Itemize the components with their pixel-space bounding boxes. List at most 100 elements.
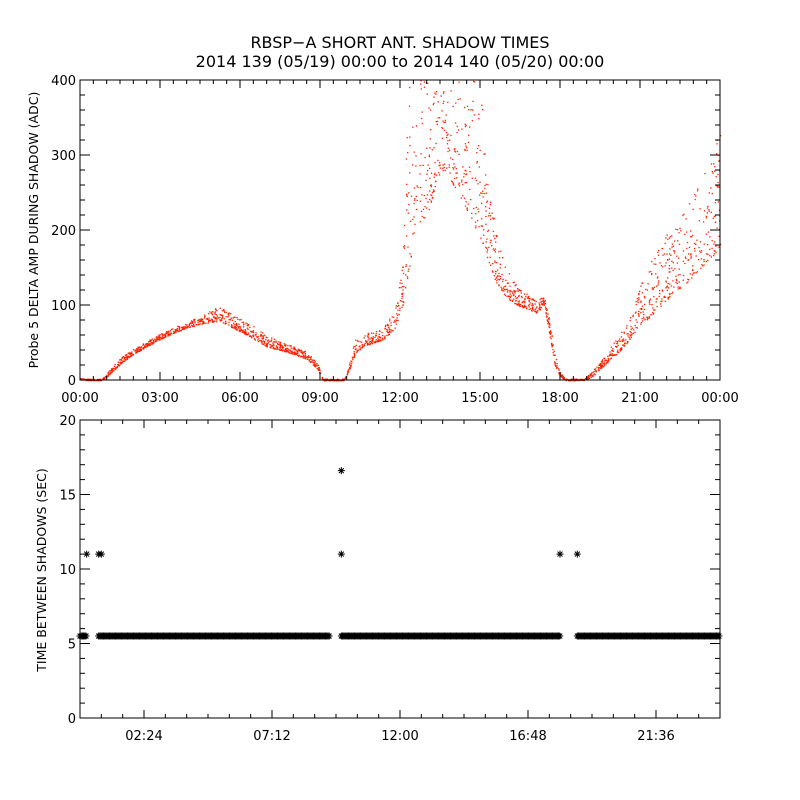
amp-point bbox=[543, 301, 545, 303]
amp-point bbox=[229, 313, 232, 315]
amp-point bbox=[480, 218, 483, 220]
amp-point bbox=[420, 210, 423, 213]
amp-point bbox=[421, 117, 423, 120]
amp-point bbox=[664, 300, 667, 303]
amp-point bbox=[508, 295, 510, 298]
amp-point bbox=[285, 344, 287, 346]
amp-point bbox=[475, 225, 477, 227]
amp-point bbox=[366, 341, 368, 344]
amp-point bbox=[649, 303, 651, 306]
amp-point bbox=[165, 332, 167, 334]
amp-point bbox=[469, 198, 472, 201]
amp-point bbox=[476, 160, 478, 163]
amp-point bbox=[161, 336, 164, 338]
amp-point bbox=[712, 254, 715, 257]
amp-point bbox=[652, 288, 654, 291]
amp-point bbox=[532, 299, 535, 301]
amp-point bbox=[373, 341, 375, 344]
amp-point bbox=[396, 317, 398, 319]
amp-point bbox=[435, 180, 437, 182]
amp-axes: 00:00 03:00 06:00 09:00 12:00 15:00 18:00 21:00… bbox=[51, 74, 739, 406]
amp-point bbox=[255, 332, 257, 334]
amp-point bbox=[528, 297, 530, 299]
amp-point bbox=[661, 300, 663, 302]
amp-point bbox=[496, 282, 498, 284]
amp-point bbox=[675, 281, 677, 284]
amp-point bbox=[261, 343, 263, 345]
x-tick-label: 16:48 bbox=[509, 729, 546, 744]
amp-point bbox=[480, 202, 483, 205]
amp-point bbox=[410, 195, 413, 197]
amp-point bbox=[521, 296, 523, 299]
amp-point bbox=[648, 316, 650, 318]
amp-point bbox=[649, 298, 652, 300]
amp-point bbox=[661, 290, 664, 292]
amp-point bbox=[486, 247, 488, 249]
amp-point bbox=[494, 248, 497, 250]
amp-point bbox=[691, 277, 693, 279]
amp-point bbox=[672, 250, 675, 252]
amp-point bbox=[401, 293, 403, 295]
amp-point bbox=[308, 356, 310, 359]
amp-point bbox=[235, 327, 237, 330]
amp-point bbox=[429, 184, 432, 187]
amp-point bbox=[182, 328, 184, 330]
amp-point bbox=[493, 235, 495, 237]
amp-point bbox=[407, 277, 409, 280]
amp-point bbox=[562, 377, 564, 379]
amp-point bbox=[383, 337, 386, 340]
amp-point bbox=[687, 278, 689, 280]
amp-point bbox=[699, 208, 701, 210]
amp-point bbox=[479, 192, 482, 194]
amp-point bbox=[455, 102, 457, 104]
amp-point bbox=[685, 218, 687, 220]
amp-point bbox=[477, 183, 479, 185]
amp-point bbox=[710, 187, 712, 189]
amp-point bbox=[719, 243, 722, 246]
amp-point bbox=[216, 315, 219, 317]
amp-point bbox=[638, 314, 640, 316]
amp-point bbox=[719, 135, 722, 137]
amp-point bbox=[439, 162, 441, 164]
amp-point bbox=[521, 305, 523, 307]
amp-point bbox=[380, 339, 382, 341]
amp-point bbox=[591, 375, 593, 377]
amp-point bbox=[303, 354, 305, 356]
amp-point bbox=[181, 326, 183, 329]
amp-point bbox=[642, 282, 644, 284]
amp-point bbox=[679, 227, 681, 229]
amp-point bbox=[714, 202, 717, 204]
amp-point bbox=[618, 340, 620, 342]
amp-point bbox=[451, 181, 453, 183]
amp-point bbox=[456, 172, 458, 174]
amp-point bbox=[178, 328, 181, 330]
amp-point bbox=[298, 349, 301, 351]
amp-point bbox=[409, 144, 411, 147]
amp-point bbox=[478, 226, 480, 228]
amp-point bbox=[401, 300, 403, 303]
amp-point bbox=[419, 186, 422, 189]
time-point bbox=[97, 550, 105, 558]
amp-point bbox=[316, 365, 318, 367]
time-point bbox=[556, 632, 564, 640]
amp-point bbox=[515, 299, 517, 302]
amp-point bbox=[589, 373, 591, 375]
amp-point bbox=[493, 217, 495, 220]
amp-point bbox=[644, 319, 646, 321]
amp-point bbox=[151, 338, 154, 340]
amp-point bbox=[693, 242, 696, 245]
amp-point bbox=[315, 363, 317, 365]
amp-point bbox=[450, 90, 452, 92]
amp-point bbox=[188, 323, 191, 326]
amp-point bbox=[500, 286, 502, 288]
amp-point bbox=[220, 314, 223, 316]
amp-point bbox=[666, 289, 669, 292]
amp-point bbox=[705, 260, 707, 263]
amp-point bbox=[309, 359, 311, 361]
amp-point bbox=[352, 357, 354, 359]
time-point bbox=[83, 550, 91, 558]
amp-point bbox=[407, 212, 409, 214]
amp-point bbox=[542, 299, 544, 301]
amp-point bbox=[372, 336, 375, 338]
amp-point bbox=[216, 319, 218, 321]
